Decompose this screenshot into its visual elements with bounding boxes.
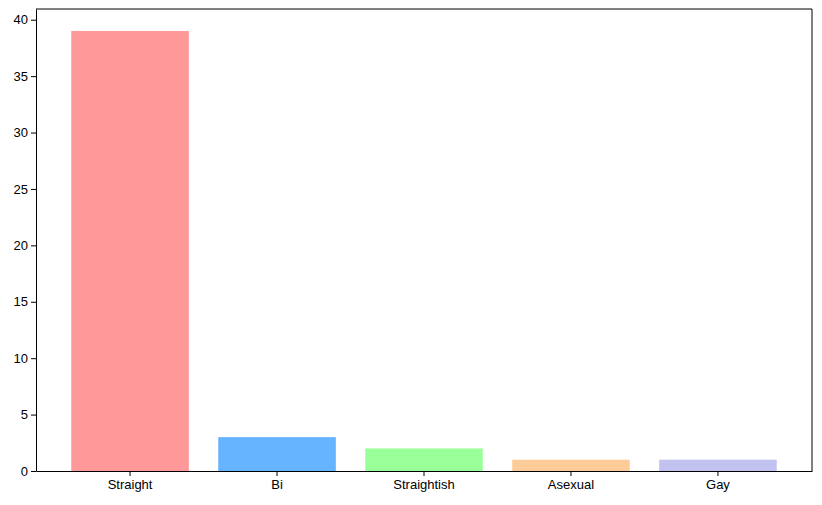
y-tick-label: 25 bbox=[14, 182, 28, 197]
y-tick-mark bbox=[31, 358, 36, 359]
y-tick-label: 0 bbox=[21, 464, 28, 479]
y-tick: 30 bbox=[14, 125, 36, 140]
bar bbox=[218, 437, 336, 471]
x-tick-mark bbox=[130, 471, 131, 476]
x-tick-label: Straightish bbox=[393, 477, 454, 492]
x-tick-label: Asexual bbox=[548, 477, 594, 492]
bar bbox=[71, 31, 189, 471]
x-tick: Bi bbox=[271, 471, 283, 492]
y-tick-mark bbox=[31, 302, 36, 303]
x-tick-mark bbox=[277, 471, 278, 476]
y-tick-mark bbox=[31, 20, 36, 21]
y-tick-label: 10 bbox=[14, 351, 28, 366]
bars bbox=[71, 31, 776, 471]
y-tick-mark bbox=[31, 76, 36, 77]
bar bbox=[365, 448, 483, 471]
x-tick-label: Gay bbox=[706, 477, 730, 492]
plot: 0 5 10 15 20 25 30 35 40 Straight Bi Straightish Ase… bbox=[14, 9, 813, 492]
x-tick: Straightish bbox=[393, 471, 454, 492]
y-tick: 0 bbox=[21, 464, 36, 479]
x-tick: Asexual bbox=[548, 471, 594, 492]
y-tick-mark bbox=[31, 471, 36, 472]
y-tick-mark bbox=[31, 245, 36, 246]
y-tick: 15 bbox=[14, 294, 36, 309]
y-tick-mark bbox=[31, 415, 36, 416]
y-tick: 25 bbox=[14, 182, 36, 197]
x-tick-mark bbox=[424, 471, 425, 476]
bar bbox=[512, 460, 630, 471]
chart: 0 5 10 15 20 25 30 35 40 Straight Bi Straightish Ase… bbox=[0, 0, 822, 505]
y-tick: 5 bbox=[21, 407, 36, 422]
y-tick-label: 5 bbox=[21, 407, 28, 422]
x-tick-label: Bi bbox=[271, 477, 283, 492]
frame-right bbox=[812, 9, 813, 471]
y-tick-label: 20 bbox=[14, 238, 28, 253]
frame-top bbox=[36, 9, 812, 10]
y-axis-line bbox=[36, 10, 37, 472]
y-axis: 0 5 10 15 20 25 30 35 40 bbox=[14, 10, 37, 479]
y-tick: 35 bbox=[14, 69, 36, 84]
x-tick: Gay bbox=[706, 471, 730, 492]
y-tick-label: 15 bbox=[14, 294, 28, 309]
y-tick: 20 bbox=[14, 238, 36, 253]
x-axis: Straight Bi Straightish Asexual Gay bbox=[37, 471, 813, 492]
y-tick-mark bbox=[31, 189, 36, 190]
y-tick: 40 bbox=[14, 12, 36, 27]
y-tick-label: 40 bbox=[14, 12, 28, 27]
y-tick-label: 30 bbox=[14, 125, 28, 140]
y-tick: 10 bbox=[14, 351, 36, 366]
x-tick: Straight bbox=[108, 471, 153, 492]
x-tick-mark bbox=[717, 471, 718, 476]
x-tick-mark bbox=[570, 471, 571, 476]
y-tick-label: 35 bbox=[14, 69, 28, 84]
y-tick-mark bbox=[31, 133, 36, 134]
x-tick-label: Straight bbox=[108, 477, 153, 492]
bar bbox=[659, 460, 777, 471]
